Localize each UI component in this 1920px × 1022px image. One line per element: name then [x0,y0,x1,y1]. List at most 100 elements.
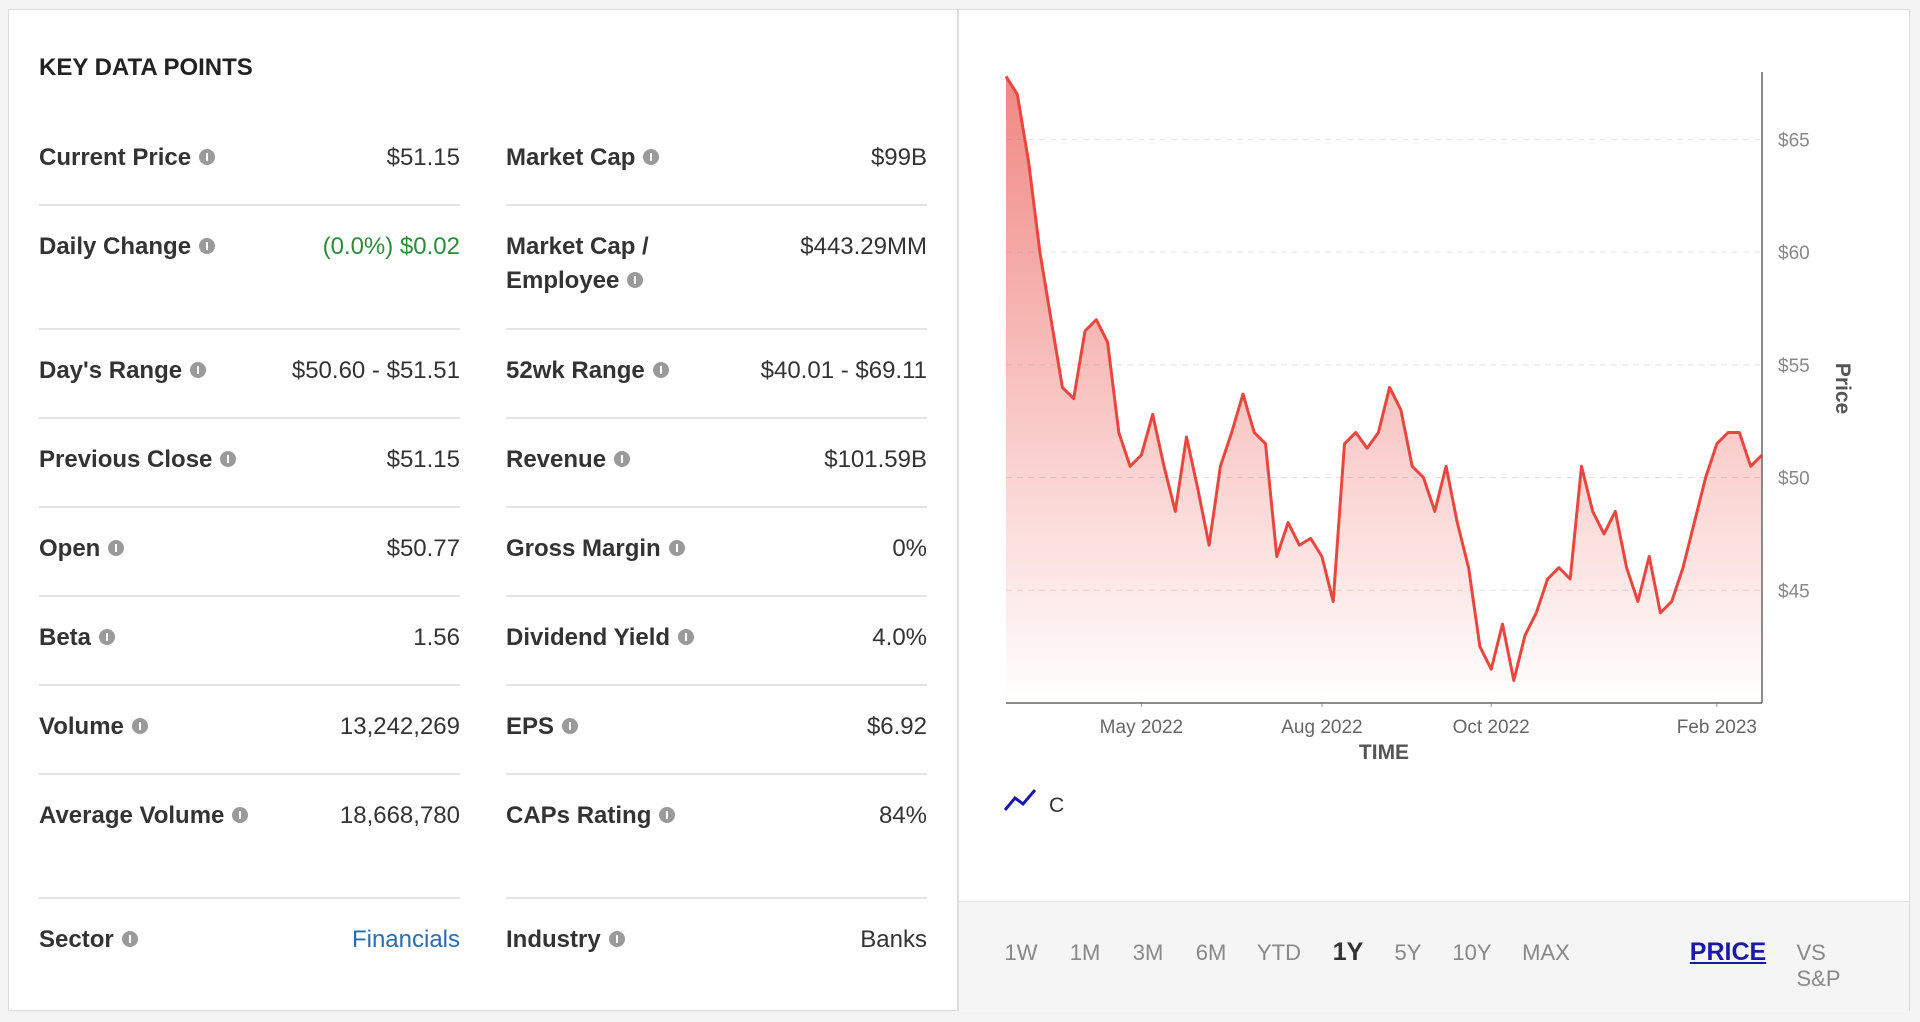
value: $51.15 [386,144,460,171]
mode-button[interactable]: PRICE [1689,938,1767,966]
data-table: Current Price $51.15 Market Cap $99B Daily C… [39,117,927,1009]
info-icon [199,237,216,254]
table-cell: CAPs Rating 84% [506,775,927,899]
table-cell: Gross Margin 0% [506,508,927,597]
label-wrap: EPS [506,710,579,744]
chart-panel: $45 $50 $55 $60 $65 May 2022 Aug 2022 Oct 2022 F… [958,9,1910,1012]
label: Market Cap [506,144,636,171]
label: Market Cap / Employee [506,233,649,294]
value: $443.29MM [800,233,927,260]
label: Day's Range [39,357,183,384]
table-row: Volume 13,242,269 EPS $6.92 [39,686,927,775]
label-wrap: Revenue [506,443,631,477]
value: (0.0%) $0.02 [322,233,460,260]
x-tick-label: Oct 2022 [1453,717,1530,738]
info-icon [108,539,125,556]
table-row: Day's Range $50.60 - $51.51 52wk Range $40.… [39,330,927,419]
range-button[interactable]: 3M [1132,940,1164,965]
x-axis-label: TIME [1359,741,1409,764]
label-wrap: Daily Change [39,230,216,264]
label-wrap: Average Volume [39,799,249,833]
value: 4.0% [872,624,927,651]
y-tick-label: $45 [1778,581,1810,602]
value: 18,668,780 [339,802,460,829]
info-icon [678,628,695,645]
table-cell: Daily Change (0.0%) $0.02 [39,206,460,330]
label: Dividend Yield [506,624,671,651]
table-cell: Market Cap $99B [506,117,927,206]
table-cell: Average Volume 18,668,780 [39,775,460,899]
value: $40.01 - $69.11 [760,357,927,384]
range-button[interactable]: MAX [1522,940,1570,965]
info-icon [659,806,676,823]
x-tick-label: Aug 2022 [1281,717,1362,738]
value: $51.15 [386,446,460,473]
info-icon [99,628,116,645]
label-wrap: Sector [39,923,138,957]
range-button[interactable]: 6M [1195,940,1227,965]
label: Industry [506,926,601,953]
value: $50.77 [386,535,460,562]
range-button[interactable]: YTD [1257,940,1301,965]
label-wrap: Market Cap / Employee [506,230,722,298]
range-button[interactable]: 1M [1069,940,1101,965]
label: Gross Margin [506,535,661,562]
label: Current Price [39,144,192,171]
label-wrap: Current Price [39,141,216,175]
value[interactable]: Financials [351,926,460,953]
y-tick-label: $55 [1778,356,1810,377]
label: Open [39,535,101,562]
table-cell: 52wk Range $40.01 - $69.11 [506,330,927,419]
label: Average Volume [39,802,225,829]
table-row: Beta 1.56 Dividend Yield 4.0% [39,597,927,686]
area [1006,76,1762,704]
key-data-panel: KEY DATA POINTS Current Price $51.15 Marke… [8,9,958,1011]
info-icon [562,717,579,734]
legend-label: C [1049,794,1064,817]
info-icon [614,450,631,467]
panel-title: KEY DATA POINTS [39,54,253,81]
value: 84% [878,802,927,829]
range-button[interactable]: 10Y [1452,940,1492,965]
chart: $45 $50 $55 $60 $65 May 2022 Aug 2022 Oct 2022 F… [1003,72,1854,817]
label-wrap: Day's Range [39,354,207,388]
range-bar: 1W 1M 3M 6M YTD 1Y 5Y 10Y MAX PRICE VS S&P [959,901,1909,1012]
y-tick-label: $60 [1778,243,1810,264]
label-wrap: Beta [39,621,116,655]
label: Previous Close [39,446,213,473]
value: Banks [860,926,927,953]
table-row: Open $50.77 Gross Margin 0% [39,508,927,597]
label: 52wk Range [506,357,645,384]
table-cell: Current Price $51.15 [39,117,460,206]
label: Beta [39,624,92,651]
info-icon [643,148,660,165]
y-tick-label: $65 [1778,130,1810,151]
value: $101.59B [824,446,927,473]
label-wrap: Market Cap [506,141,660,175]
mode-button[interactable]: VS S&P [1796,940,1841,991]
info-icon [652,361,669,378]
table-cell: Volume 13,242,269 [39,686,460,775]
x-tick-label: Feb 2023 [1677,717,1757,738]
label: Revenue [506,446,607,473]
info-icon [232,806,249,823]
value: $6.92 [866,713,927,740]
x-tick-label: May 2022 [1100,717,1183,738]
value: $50.60 - $51.51 [291,357,460,384]
label: CAPs Rating [506,802,652,829]
price-line [1004,75,1764,682]
table-row: Average Volume 18,668,780 CAPs Rating 84% [39,775,927,899]
label-wrap: 52wk Range [506,354,669,388]
info-icon [199,148,216,165]
range-button[interactable]: 1Y [1332,938,1364,966]
range-button[interactable]: 5Y [1394,940,1422,965]
info-icon [220,450,237,467]
info-icon [668,539,685,556]
table-row: Daily Change (0.0%) $0.02 Market Cap / Emp… [39,206,927,330]
label-wrap: Dividend Yield [506,621,695,655]
table-cell: Day's Range $50.60 - $51.51 [39,330,460,419]
info-icon [190,361,207,378]
value: 1.56 [413,624,460,651]
table-row: Previous Close $51.15 Revenue $101.59B [39,419,927,508]
range-button[interactable]: 1W [1004,940,1038,965]
